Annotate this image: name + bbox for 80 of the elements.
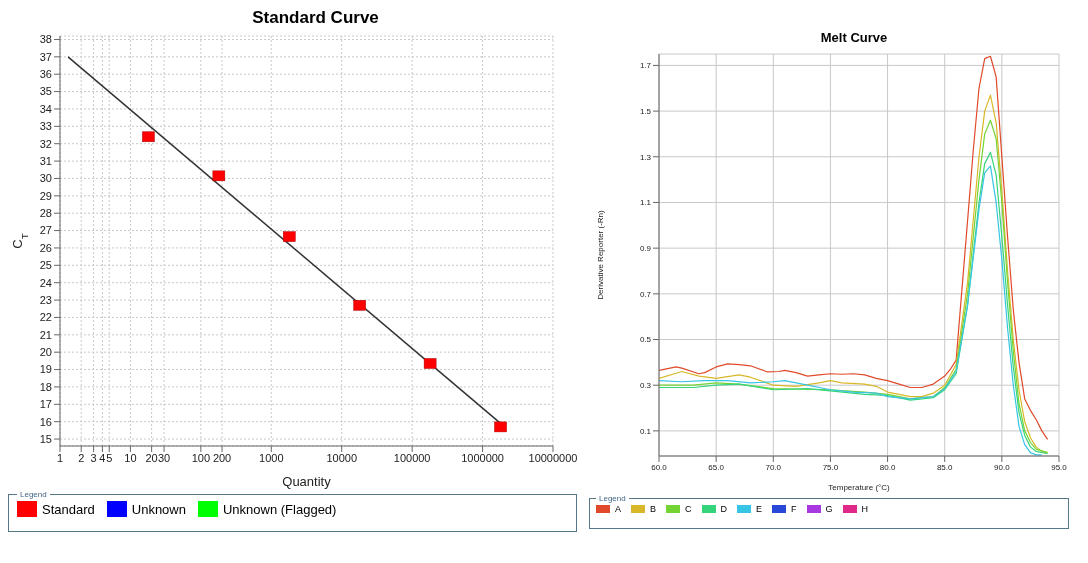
x-tick-label: 30 [157,451,171,464]
y-tick-label: 1.1 [639,198,652,208]
x-tick-label: 95.0 [1051,462,1068,472]
x-tick-label: 10000000 [528,451,578,464]
y-tick-label: 22 [39,311,52,324]
y-tick-label: 38 [39,33,52,46]
y-tick-label: 29 [39,189,52,202]
point [494,421,507,433]
x-tick-label: 100000 [393,451,431,464]
x-tick-label: 1000000 [461,451,504,464]
y-tick-label: 0.5 [639,335,652,345]
legend-label: H [861,504,869,514]
x-tick-label: 75.0 [822,462,839,472]
legend-label: E [756,504,763,514]
y-tick-label: 1.7 [639,61,652,71]
point [283,231,296,242]
y-tick-label: 20 [39,346,52,359]
y-tick-label: 24 [39,276,52,289]
point [142,131,155,143]
y-tick-label: 19 [39,363,52,376]
legend-label: Unknown (Flagged) [222,501,337,517]
x-tick-label: 90.0 [994,462,1011,472]
legend-label: A [615,504,622,514]
y-tick-label: 21 [39,328,52,341]
y-tick-label: 0.7 [639,289,652,299]
chart-title: Melt Curve [819,30,889,47]
y-tick-label: 16 [39,415,52,428]
x-tick-label: 3 [90,451,97,464]
x-tick-label: 10 [124,451,137,464]
legend-title: Legend [598,494,627,503]
x-tick-label: 4 [99,451,106,464]
y-tick-label: 23 [39,293,52,306]
y-tick-label: 26 [39,241,52,254]
x-tick-label: 1 [56,451,64,464]
x-tick-label: 100 [191,451,211,464]
point [353,300,366,311]
legend-label: D [720,504,728,514]
chart-title: Standard Curve [251,8,380,29]
x-tick-label: 5 [106,451,113,464]
y-tick-label: 18 [39,380,52,393]
legend-label: F [791,504,797,514]
y-tick-label: 25 [39,259,52,272]
x-axis-title: Temperature (°C) [828,483,891,492]
y-tick-label: 30 [39,172,52,185]
legend-label: C [685,504,692,514]
y-tick-label: 0.3 [639,381,652,391]
y-tick-label: 33 [39,120,52,133]
x-tick-label: 80.0 [879,462,896,472]
x-tick-label: 200 [212,451,232,464]
legend-title: Legend [19,490,48,499]
legend-label: Standard [42,501,95,517]
y-tick-label: 17 [39,398,52,411]
legend-label: Unknown [131,501,186,517]
x-axis-title: Quantity [282,474,332,489]
x-tick-label: 2 [78,451,85,464]
x-tick-label: 85.0 [936,462,954,472]
y-axis-title: Derivative Reporter (-Rn) [596,209,605,300]
point [423,358,437,369]
x-tick-label: 10000 [326,451,358,464]
y-tick-label: 37 [39,50,52,63]
y-tick-label: 27 [39,224,52,237]
y-tick-label: 15 [39,432,52,445]
y-tick-label: 1.5 [639,106,652,116]
point [212,170,226,182]
y-tick-label: 0.9 [639,243,652,253]
x-tick-label: 60.0 [651,462,668,472]
y-tick-label: 31 [39,154,52,167]
x-tick-label: 1000 [259,451,284,464]
y-tick-label: 34 [39,102,52,115]
x-tick-label: 70.0 [765,462,782,472]
y-tick-label: 32 [39,137,52,150]
legend-label: B [650,504,657,514]
x-tick-label: 20 [145,451,158,464]
y-tick-label: 35 [39,85,52,98]
legend-label: G [825,504,833,514]
y-tick-label: 1.3 [639,152,652,162]
y-tick-label: 36 [39,68,52,81]
y-tick-label: 28 [39,207,52,220]
y-tick-label: 0.1 [639,426,652,436]
x-tick-label: 65.0 [708,462,725,472]
